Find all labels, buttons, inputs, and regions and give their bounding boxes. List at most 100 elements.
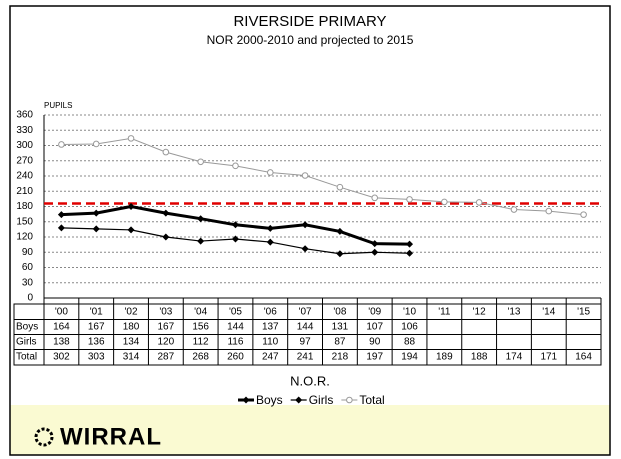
marker <box>127 226 135 234</box>
table-value: 88 <box>404 337 416 348</box>
table-value: 174 <box>506 352 523 363</box>
y-tick-label: 210 <box>16 186 33 197</box>
y-tick-label: 270 <box>16 155 33 166</box>
table-value: 137 <box>262 322 279 333</box>
table-value: 136 <box>88 337 105 348</box>
table-value: 112 <box>193 337 209 348</box>
marker <box>58 141 65 148</box>
table-value: 90 <box>369 337 381 348</box>
legend-label: Total <box>359 393 384 407</box>
marker <box>301 172 309 179</box>
frame <box>9 5 611 456</box>
x-tick-label: '04 <box>194 307 207 318</box>
y-tick-label: 240 <box>16 171 33 182</box>
x-tick-label: '15 <box>577 307 590 318</box>
y-tick-label: 0 <box>27 293 33 304</box>
table-value: 134 <box>123 337 140 348</box>
marker <box>92 209 100 217</box>
marker <box>197 237 205 245</box>
marker <box>162 233 170 241</box>
marker <box>231 221 239 229</box>
y-tick-label: 60 <box>22 262 34 273</box>
table-value: 156 <box>192 322 209 333</box>
x-tick-label: '00 <box>55 307 68 318</box>
x-tick-label: '03 <box>159 307 172 318</box>
y-axis-label: PUPILS <box>44 101 72 110</box>
legend-marker <box>295 396 303 404</box>
table-value: 164 <box>53 322 70 333</box>
legend-label: Boys <box>256 393 283 407</box>
marker <box>92 140 100 148</box>
x-tick-label: '07 <box>299 307 312 318</box>
table-value: 247 <box>262 352 279 363</box>
table-value: 116 <box>227 337 243 348</box>
marker <box>580 211 587 218</box>
table-value: 287 <box>158 352 175 363</box>
x-tick-label: '10 <box>403 307 416 318</box>
table-row-label: Total <box>16 352 37 363</box>
x-tick-label: '06 <box>264 307 277 318</box>
marker <box>232 162 239 170</box>
marker <box>57 224 65 232</box>
table-value: 189 <box>436 352 453 363</box>
marker <box>162 209 170 217</box>
table-value: 144 <box>297 322 314 333</box>
marker <box>57 211 65 219</box>
table-value: 144 <box>227 322 244 333</box>
marker <box>162 148 170 156</box>
x-tick-label: '11 <box>438 307 451 318</box>
table-value: 167 <box>158 322 175 333</box>
table-value: 110 <box>262 337 278 348</box>
table-value: 197 <box>366 352 383 363</box>
table-value: 138 <box>53 337 70 348</box>
marker <box>475 199 483 206</box>
table-value: 120 <box>158 337 175 348</box>
footer-band <box>10 405 610 455</box>
chart-title: RIVERSIDE PRIMARY <box>233 13 386 30</box>
table-value: 164 <box>575 352 592 363</box>
marker <box>406 240 414 248</box>
marker <box>92 225 100 233</box>
y-tick-label: 180 <box>16 201 33 212</box>
table-value: 167 <box>88 322 105 333</box>
x-tick-label: '09 <box>368 307 381 318</box>
marker <box>336 183 344 191</box>
x-tick-label: '13 <box>507 307 520 318</box>
legend-label: Girls <box>309 393 334 407</box>
marker <box>371 194 379 202</box>
y-tick-label: 30 <box>22 277 34 288</box>
marker <box>545 207 553 215</box>
y-tick-label: 300 <box>16 140 33 151</box>
x-tick-label: '14 <box>542 307 555 318</box>
table-value: 194 <box>401 352 418 363</box>
table-value: 131 <box>332 322 349 333</box>
y-tick-label: 330 <box>16 125 33 136</box>
x-tick-label: '05 <box>229 307 242 318</box>
table-value: 107 <box>366 322 383 333</box>
marker <box>231 235 239 243</box>
x-axis-label: N.O.R. <box>290 373 330 388</box>
series-line <box>61 137 584 216</box>
marker <box>336 227 344 235</box>
y-tick-label: 150 <box>16 216 33 227</box>
logo-icon <box>34 427 54 447</box>
marker <box>371 240 379 248</box>
table-row-label: Girls <box>16 337 37 348</box>
table-value: 314 <box>123 352 140 363</box>
x-tick-label: '01 <box>90 307 103 318</box>
marker <box>406 196 413 203</box>
y-tick-label: 120 <box>16 232 33 243</box>
marker <box>406 249 414 257</box>
table-value: 260 <box>227 352 244 363</box>
y-tick-label: 90 <box>22 247 34 258</box>
marker <box>266 224 274 232</box>
table-value: 97 <box>300 337 312 348</box>
marker <box>301 245 309 253</box>
marker <box>127 135 135 142</box>
legend-marker <box>242 396 250 404</box>
table-value: 188 <box>471 352 488 363</box>
table-value: 241 <box>297 352 314 363</box>
table-value: 87 <box>334 337 346 348</box>
